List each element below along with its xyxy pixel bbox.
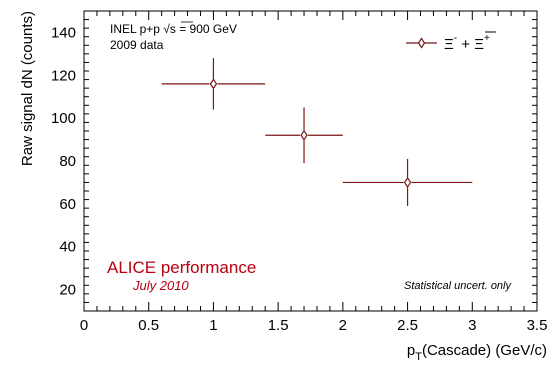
alice-date-label: July 2010 bbox=[132, 278, 189, 293]
data-marker bbox=[403, 176, 412, 189]
legend-xi-2: Ξ bbox=[474, 36, 484, 53]
legend-plus-sup: + bbox=[484, 33, 490, 44]
x-tick-label: 3.5 bbox=[527, 317, 548, 334]
legend-plus-mid: + bbox=[457, 36, 474, 53]
statistical-note: Statistical uncert. only bbox=[404, 280, 512, 292]
x-tick-label: 0 bbox=[80, 317, 88, 334]
data-point bbox=[265, 107, 343, 164]
legend-marker bbox=[417, 37, 426, 49]
x-axis-title-rest: (Cascade) (GeV/c) bbox=[422, 342, 547, 359]
y-tick-label: 140 bbox=[51, 24, 76, 41]
info-line-1-b: = 900 GeV bbox=[176, 22, 237, 36]
x-tick-label: 0.5 bbox=[138, 317, 159, 334]
y-tick-label: 40 bbox=[59, 239, 76, 256]
x-tick-label: 2 bbox=[339, 317, 347, 334]
x-axis-title-main: p bbox=[407, 342, 415, 359]
x-tick-label: 2.5 bbox=[397, 317, 418, 334]
info-line-1: INEL p+p √s = 900 GeV bbox=[110, 22, 237, 36]
x-tick-label: 1 bbox=[209, 317, 217, 334]
info-line-2: 2009 data bbox=[110, 38, 164, 52]
data-marker bbox=[300, 129, 308, 141]
legend: Ξ- + Ξ+ bbox=[406, 31, 496, 53]
y-tick-label: 80 bbox=[59, 153, 76, 170]
data-marker bbox=[209, 78, 218, 90]
legend-label: Ξ- + Ξ+ bbox=[444, 33, 490, 53]
x-tick-label: 1.5 bbox=[268, 317, 289, 334]
axes-layer bbox=[83, 10, 538, 312]
y-tick-label: 100 bbox=[51, 110, 76, 127]
x-tick-label: 3 bbox=[468, 317, 476, 334]
info-line-1-a: INEL p+p bbox=[110, 22, 163, 36]
plot-frame bbox=[83, 10, 538, 312]
sqrt-s-symbol: √s bbox=[163, 22, 176, 36]
y-tick-label: 20 bbox=[59, 282, 76, 299]
legend-minus-sup: - bbox=[454, 33, 457, 44]
data-point bbox=[342, 158, 473, 206]
ticks-layer: 0 0.5 1 1.5 2 2.5 3 3.5 20 40 60 80 100 120 140 bbox=[51, 10, 548, 334]
x-axis-title: pT(Cascade) (GeV/c) bbox=[407, 342, 547, 363]
data-point bbox=[161, 58, 266, 110]
alice-performance-label: ALICE performance bbox=[107, 258, 256, 277]
data-layer bbox=[161, 58, 473, 206]
y-tick-label: 60 bbox=[59, 196, 76, 213]
legend-xi-1: Ξ bbox=[444, 36, 454, 53]
y-tick-label: 120 bbox=[51, 67, 76, 84]
y-axis-title: Raw signal dN (counts) bbox=[19, 11, 36, 166]
x-axis-title-subscript: T bbox=[415, 351, 422, 363]
